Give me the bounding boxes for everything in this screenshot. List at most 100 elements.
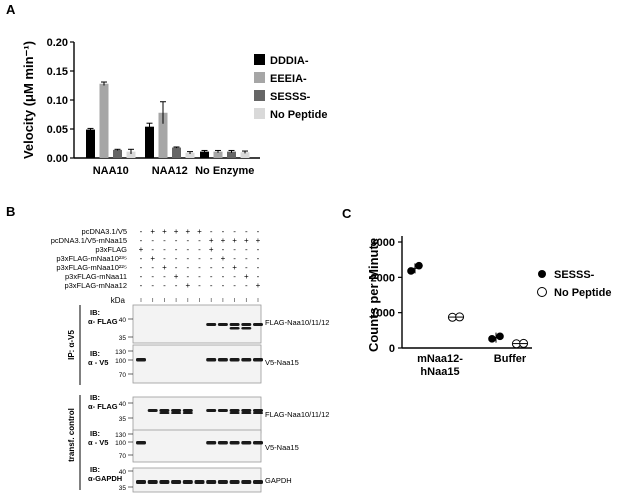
plasmid-sign: -	[257, 227, 260, 236]
blot-band	[229, 409, 240, 412]
plasmid-sign: -	[151, 245, 154, 254]
blot-band-label: FLAG-Naa10/11/12	[265, 318, 329, 327]
blot-kda-marker: 70	[119, 372, 127, 379]
plasmid-sign: -	[245, 281, 248, 290]
panel-a-legend: DDDIA- EEEIA- SESSS- No Peptide	[254, 54, 327, 121]
blot-band	[171, 409, 182, 412]
plasmid-sign: -	[257, 263, 260, 272]
panel-a-ylabel: Velocity (μM min⁻¹)	[21, 41, 36, 159]
panel-c-point-sesss	[488, 335, 496, 343]
blot-band	[241, 327, 252, 330]
blot-band	[182, 480, 193, 484]
plasmid-row-label: p3xFLAG	[95, 245, 127, 254]
blot-ib-label: IB:	[90, 393, 100, 402]
panel-c-point-sesss	[415, 261, 423, 270]
plasmid-sign: -	[222, 281, 225, 290]
plasmid-sign: +	[150, 254, 155, 263]
blot-band	[159, 409, 170, 412]
plasmid-sign: +	[209, 236, 214, 245]
blot-kda-marker: 130	[115, 349, 126, 356]
plasmid-sign: +	[209, 245, 214, 254]
panel-c-point-sesss	[407, 267, 415, 275]
panel-a-group-label: NAA12	[152, 165, 188, 177]
blot-band	[206, 441, 217, 445]
blot-band	[147, 480, 158, 484]
panel-a-legend-label: SESSS-	[270, 91, 311, 103]
blot-band-label: V5-Naa15	[265, 358, 299, 367]
blot-band	[229, 358, 240, 362]
panel-a-bar	[86, 129, 95, 158]
plasmid-sign: +	[185, 281, 190, 290]
plasmid-sign: +	[174, 272, 179, 281]
blot-band	[206, 323, 217, 326]
plasmid-sign: -	[175, 281, 178, 290]
plasmid-sign: -	[175, 254, 178, 263]
plasmid-sign: -	[257, 254, 260, 263]
panel-a-bar	[172, 147, 181, 158]
panel-c-point-sesss	[496, 332, 504, 341]
ip-label: IP: α-V5	[67, 330, 76, 360]
panel-c-points	[407, 261, 529, 349]
blot-band	[229, 323, 240, 326]
panel-c-legend-label: SESSS-	[554, 269, 595, 281]
panel-a-legend-swatch	[254, 72, 265, 83]
plasmid-sign: -	[186, 263, 189, 272]
plasmid-sign: -	[140, 254, 143, 263]
plasmid-sign: -	[140, 281, 143, 290]
blot-ib-label: IB:	[90, 349, 100, 358]
panel-a-ytick-label: 0.00	[47, 153, 68, 165]
plasmid-sign: +	[139, 245, 144, 254]
plasmid-sign: -	[186, 272, 189, 281]
plasmid-sign: -	[245, 254, 248, 263]
plasmid-sign: +	[221, 236, 226, 245]
blot-band	[253, 323, 263, 326]
panel-b-plasmid-table: pcDNA3.1/V5- + + + + + - - - - -pcDNA3.1/V5-mNaa15…	[51, 227, 261, 302]
plasmid-sign: -	[140, 263, 143, 272]
plasmid-sign: -	[198, 245, 201, 254]
blot-band	[241, 441, 252, 445]
panel-c-ytick-label: 1000	[371, 308, 395, 320]
blot-band	[229, 412, 240, 414]
panel-a-legend-swatch	[254, 108, 265, 119]
plasmid-sign: -	[175, 245, 178, 254]
panel-c-group-label-3: Buffer	[494, 353, 527, 365]
panel-b-letter: B	[6, 204, 15, 219]
blot-band	[217, 441, 228, 445]
blot-membrane	[132, 304, 262, 344]
blot-kda-marker: 130	[115, 432, 126, 439]
plasmid-row-label: p3xFLAG-mNaa10²³⁵	[56, 254, 127, 263]
panel-a-bar	[200, 151, 209, 158]
plasmid-sign: -	[198, 272, 201, 281]
blot-antibody-label: α- FLAG	[88, 402, 118, 411]
plasmid-sign: -	[233, 272, 236, 281]
panel-a-bar	[113, 149, 122, 158]
plasmid-sign: -	[210, 263, 213, 272]
blot-band	[217, 323, 228, 326]
plasmid-row-label: p3xFLAG-mNaa11	[65, 272, 127, 281]
blot-band	[241, 358, 252, 362]
plasmid-sign: +	[232, 236, 237, 245]
blot-antibody-label: α- FLAG	[88, 317, 118, 326]
plasmid-sign: -	[186, 236, 189, 245]
blot-kda-marker: 70	[119, 453, 127, 460]
panel-a-legend-swatch	[254, 54, 265, 65]
blot-band	[253, 409, 263, 412]
blot-band	[206, 358, 217, 362]
plasmid-sign: -	[222, 263, 225, 272]
panel-c-legend-marker	[538, 270, 546, 278]
plasmid-sign: +	[174, 227, 179, 236]
blot-band	[136, 358, 146, 362]
panel-a-bar	[158, 112, 168, 158]
blot-ib-label: IB:	[90, 308, 100, 317]
blot-kda-marker: 40	[119, 401, 127, 408]
blot-band	[241, 409, 252, 412]
panel-a-group-label: NAA10	[93, 165, 129, 177]
plasmid-sign: -	[257, 245, 260, 254]
panel-a-legend-swatch	[254, 90, 265, 101]
plasmid-row-label: p3xFLAG-mNaa10²²⁵	[56, 263, 127, 272]
plasmid-sign: +	[162, 227, 167, 236]
blot-band	[217, 409, 228, 412]
blot-band	[241, 480, 252, 484]
plasmid-sign: -	[233, 227, 236, 236]
panel-a-bar	[227, 151, 236, 158]
